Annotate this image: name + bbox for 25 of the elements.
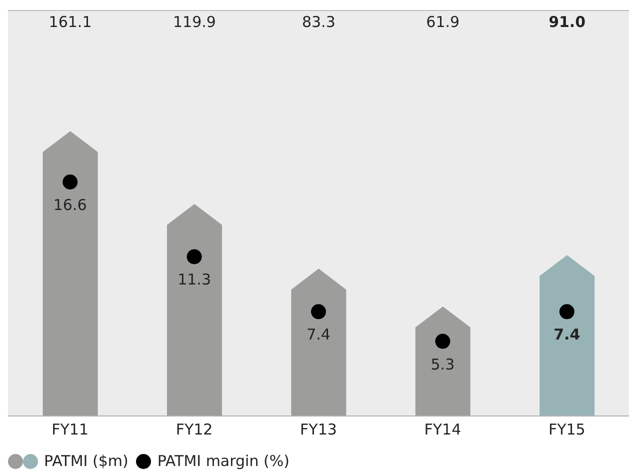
bar — [540, 255, 595, 416]
data-label: 161.1 — [48, 13, 92, 31]
x-tick-label: FY15 — [548, 420, 586, 439]
bar — [166, 204, 222, 416]
x-tick-label: FY12 — [176, 420, 213, 439]
data-label: 11.3 — [178, 270, 212, 289]
point — [559, 304, 574, 320]
point — [186, 249, 202, 264]
point — [311, 304, 326, 320]
x-tick-label: FY11 — [52, 420, 89, 439]
point — [435, 334, 450, 349]
point — [62, 174, 78, 190]
bar — [42, 131, 98, 416]
data-label: 16.6 — [53, 196, 87, 214]
data-label: 83.3 — [302, 13, 336, 31]
x-tick-label: FY14 — [424, 420, 462, 439]
legend-label: PATMI ($m) — [44, 452, 128, 470]
data-label: 61.9 — [426, 13, 460, 31]
data-label: 5.3 — [430, 355, 455, 374]
legend-label: PATMI margin (%) — [157, 452, 290, 470]
data-label: 7.4 — [554, 326, 580, 344]
data-label: 7.4 — [306, 326, 330, 344]
data-label: 91.0 — [548, 13, 586, 31]
data-label: 119.9 — [173, 13, 216, 31]
x-tick-label: FY13 — [300, 420, 337, 439]
